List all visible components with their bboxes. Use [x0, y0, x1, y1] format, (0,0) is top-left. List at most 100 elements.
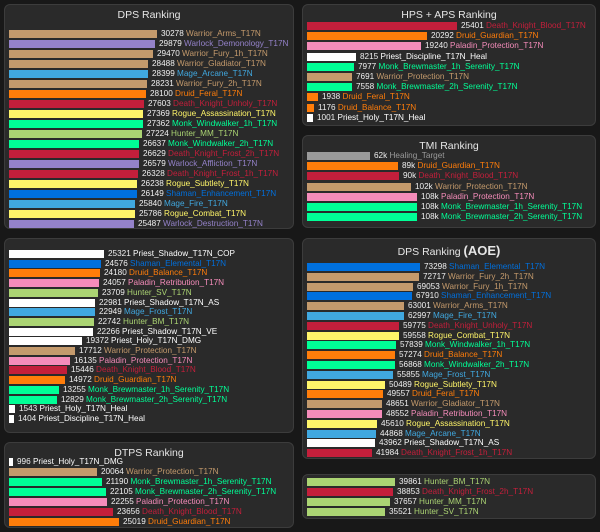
spec-name: Warlock_Demonology_T17N: [181, 39, 289, 48]
ranking-label: 27369 Rogue_Assassination_T17N: [147, 109, 276, 119]
ranking-bar: [9, 130, 142, 138]
hps-aps-ranking-panel: HPS + APS Ranking 25401 Death_Knight_Blo…: [302, 4, 596, 126]
dtps-ranking-panel: DTPS Ranking 996 Priest_Holy_T17N_DMG 200…: [4, 442, 294, 528]
ranking-label: 25321 Priest_Shadow_T17N_COP: [108, 249, 235, 259]
ranking-bar: [9, 220, 134, 228]
ranking-label: 50489 Rogue_Subtlety_T17N: [389, 380, 497, 390]
ranking-label: 59558 Rogue_Combat_T17N: [403, 331, 510, 341]
ranking-value: 1176: [318, 102, 336, 112]
ranking-value: 12829: [61, 394, 84, 404]
ranking-bar: [9, 50, 153, 58]
ranking-label: 108k Paladin_Protection_T17N: [421, 192, 534, 202]
ranking-value: 8215: [360, 51, 379, 61]
ranking-label: 22266 Priest_Shadow_T17N_VE: [97, 327, 217, 337]
ranking-value: 26637: [143, 139, 166, 148]
ranking-bar: [9, 405, 15, 414]
ranking-label: 44868 Mage_Arcane_T17N: [380, 429, 481, 439]
ranking-value: 22266: [97, 326, 120, 336]
ranking-label: 73298 Shaman_Elemental_T17N: [424, 262, 545, 272]
spec-name: Mage_Arcane_T17N: [174, 69, 253, 78]
ranking-bar: [9, 395, 57, 404]
ranking-label: 19372 Priest_Holy_T17N_DMG: [86, 336, 201, 346]
ranking-value: 1404: [18, 413, 37, 423]
spec-name: Monk_Brewmaster_1h_Serenity_T17N: [128, 477, 272, 486]
ranking-bar: [307, 331, 399, 340]
ranking-value: 29470: [157, 49, 180, 58]
spec-name: Warlock_Affliction_T17N: [165, 159, 258, 168]
ranking-label: 23709 Hunter_SV_T17N: [102, 288, 192, 298]
ranking-value: 23656: [117, 507, 140, 516]
ranking-value: 28231: [151, 79, 174, 88]
ranking-bar: [307, 321, 399, 330]
ranking-bar: [307, 203, 417, 211]
spec-name: Hunter_BM_T17N: [120, 316, 190, 326]
ranking-bar: [9, 259, 101, 268]
ranking-label: 1176 Druid_Balance_T17N: [318, 103, 416, 113]
ranking-bar: [307, 498, 390, 506]
spec-name: Mage_Fire_T17N: [161, 199, 228, 208]
spec-name: Monk_Brewmaster_1h_Serenity_T17N: [438, 202, 583, 211]
ranking-bar: [9, 347, 75, 355]
ranking-bar: [9, 90, 146, 98]
spec-name: Mage_Frost_T17N: [121, 307, 193, 317]
ranking-value: 13255: [63, 384, 86, 394]
ranking-value: 1001: [317, 112, 336, 122]
ranking-label: 26579 Warlock_Affliction_T17N: [143, 159, 257, 169]
ranking-label: 89k Druid_Guardian_T17N: [402, 161, 500, 171]
spec-name: Monk_Windwalker_2h_T17N: [421, 360, 530, 369]
spec-name: Monk_Brewmaster_1h_Serenity_T17N: [376, 61, 520, 71]
ranking-value: 90k: [403, 171, 417, 181]
ranking-bar: [307, 302, 404, 311]
spec-name: Death_Knight_Frost_1h_T17N: [164, 169, 279, 178]
ranking-label: 24180 Druid_Balance_T17N: [104, 268, 207, 278]
panel-title: TMI Ranking: [419, 140, 479, 152]
ranking-value: 41984: [376, 448, 399, 458]
ranking-bar: [307, 439, 375, 448]
ranking-label: 62k Healing_Target: [374, 151, 445, 161]
ranking-bar: [9, 288, 98, 297]
ranking-label: 1404 Priest_Discipline_T17N_Heal: [18, 414, 145, 424]
ranking-bar: [307, 361, 395, 369]
ranking-bar: [307, 32, 427, 41]
ranking-value: 39861: [399, 477, 422, 486]
ranking-value: 69053: [417, 281, 440, 291]
ranking-value: 21190: [106, 477, 129, 486]
ranking-value: 22949: [99, 307, 122, 317]
spec-name: Warrior_Gladiator_T17N: [408, 399, 500, 409]
ranking-value: 73298: [424, 262, 447, 271]
spec-name: Hunter_SV_T17N: [124, 287, 192, 297]
ranking-label: 39861 Hunter_BM_T17N: [399, 477, 490, 487]
ranking-value: 25321: [108, 249, 131, 258]
ranking-bar: [9, 508, 113, 516]
ranking-value: 22981: [99, 297, 122, 307]
ranking-value: 45610: [381, 418, 404, 428]
ranking-bar: [9, 120, 143, 128]
spec-name: Death_Knight_Unholy_T17N: [425, 320, 533, 330]
spec-name: Shaman_Elemental_T17N: [446, 262, 546, 271]
ranking-label: 37657 Hunter_MM_T17N: [394, 497, 486, 507]
ranking-bar: [9, 376, 65, 385]
spec-name: Priest_Shadow_T17N_AS: [121, 297, 220, 307]
ranking-label: 48552 Paladin_Retribution_T17N: [386, 409, 507, 419]
spec-name: Monk_Brewmaster_2h_Serenity_T17N: [83, 394, 228, 404]
panel-title: DPS Ranking: [117, 9, 181, 21]
spec-name: Priest_Holy_T17N_Heal: [37, 404, 128, 414]
ranking-label: 63001 Warrior_Arms_T17N: [408, 301, 508, 311]
ranking-bar: [9, 70, 148, 78]
ranking-bar: [307, 380, 385, 389]
panel-title: DTPS Ranking: [114, 447, 184, 459]
ranking-value: 44868: [380, 428, 403, 438]
ranking-bar: [307, 162, 398, 171]
ranking-value: 59775: [403, 320, 426, 330]
ranking-bar: [9, 150, 139, 158]
ranking-value: 62997: [408, 311, 431, 320]
spec-name: Rogue_Subtlety_T17N: [163, 179, 249, 188]
ranking-bar: [307, 152, 370, 160]
ranking-bar: [9, 337, 82, 346]
ranking-bar: [9, 140, 139, 148]
ranking-label: 26238 Rogue_Subtlety_T17N: [141, 179, 249, 189]
ranking-label: 1001 Priest_Holy_T17N_Heal: [317, 113, 425, 123]
ranking-label: 15446 Death_Knight_Blood_T17N: [71, 365, 196, 375]
ranking-bar: [9, 356, 70, 365]
ranking-label: 996 Priest_Holy_T17N_DMG: [17, 457, 123, 467]
